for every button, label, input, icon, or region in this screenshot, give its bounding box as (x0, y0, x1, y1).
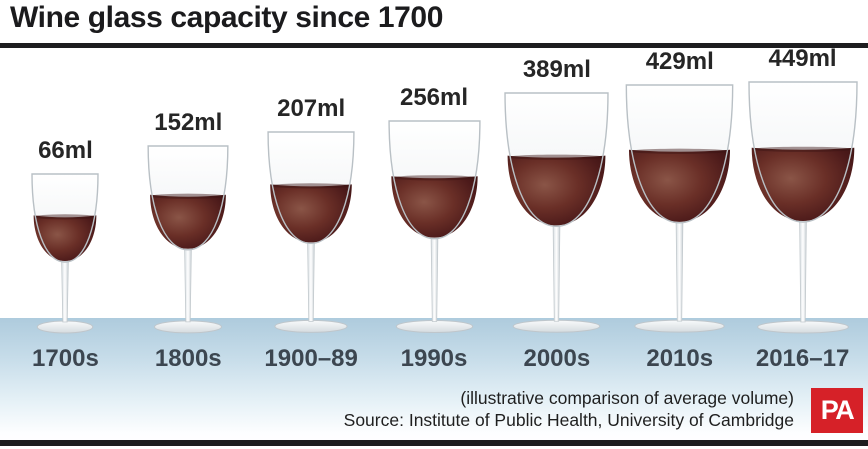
glass-column-3: 207ml 1900–89 (250, 95, 373, 374)
period-label: 2016–17 (755, 345, 850, 372)
pa-logo-text: PA (820, 395, 855, 425)
volume-label: 152ml (154, 109, 223, 136)
volume-label: 66ml (38, 137, 93, 164)
wine-glass-icon (147, 145, 229, 334)
wine-glass-icon (31, 173, 100, 334)
glasses-row: 66ml 1700s 152ml 1800s 207ml 1900–89 256ml 1990… (4, 45, 864, 374)
wine-glass-icon (747, 81, 858, 334)
volume-label: 429ml (645, 48, 714, 75)
footer-source: Source: Institute of Public Health, Univ… (343, 410, 794, 430)
title-underline-rule (0, 43, 868, 48)
period-label: 2010s (646, 345, 714, 372)
bottom-rule (0, 440, 868, 446)
page-title: Wine glass capacity since 1700 (10, 1, 443, 34)
footer-note: (illustrative comparison of average volu… (460, 388, 794, 408)
glass-column-1: 66ml 1700s (4, 137, 127, 374)
volume-label: 389ml (522, 56, 591, 83)
wine-glass-icon (504, 92, 610, 333)
wine-glass-icon (387, 120, 481, 334)
period-label: 1800s (154, 345, 222, 372)
pa-logo: PA (811, 388, 863, 433)
period-label: 1990s (400, 345, 468, 372)
wine-glass-icon (267, 131, 355, 333)
period-label: 2000s (523, 345, 591, 372)
footer-text-block: (illustrative comparison of average volu… (344, 387, 794, 431)
period-label: 1700s (32, 345, 99, 372)
glass-column-5: 389ml 2000s (495, 56, 618, 374)
volume-label: 449ml (768, 45, 837, 72)
volume-label: 207ml (277, 95, 346, 122)
glass-column-7: 449ml 2016–17 (741, 45, 864, 374)
glass-column-2: 152ml 1800s (127, 109, 250, 374)
volume-label: 256ml (399, 84, 469, 111)
glass-column-4: 256ml 1990s (373, 84, 496, 374)
period-label: 1900–89 (264, 345, 358, 372)
background-band (0, 318, 868, 449)
glass-column-6: 429ml 2010s (618, 48, 741, 374)
wine-glass-icon (625, 84, 734, 333)
